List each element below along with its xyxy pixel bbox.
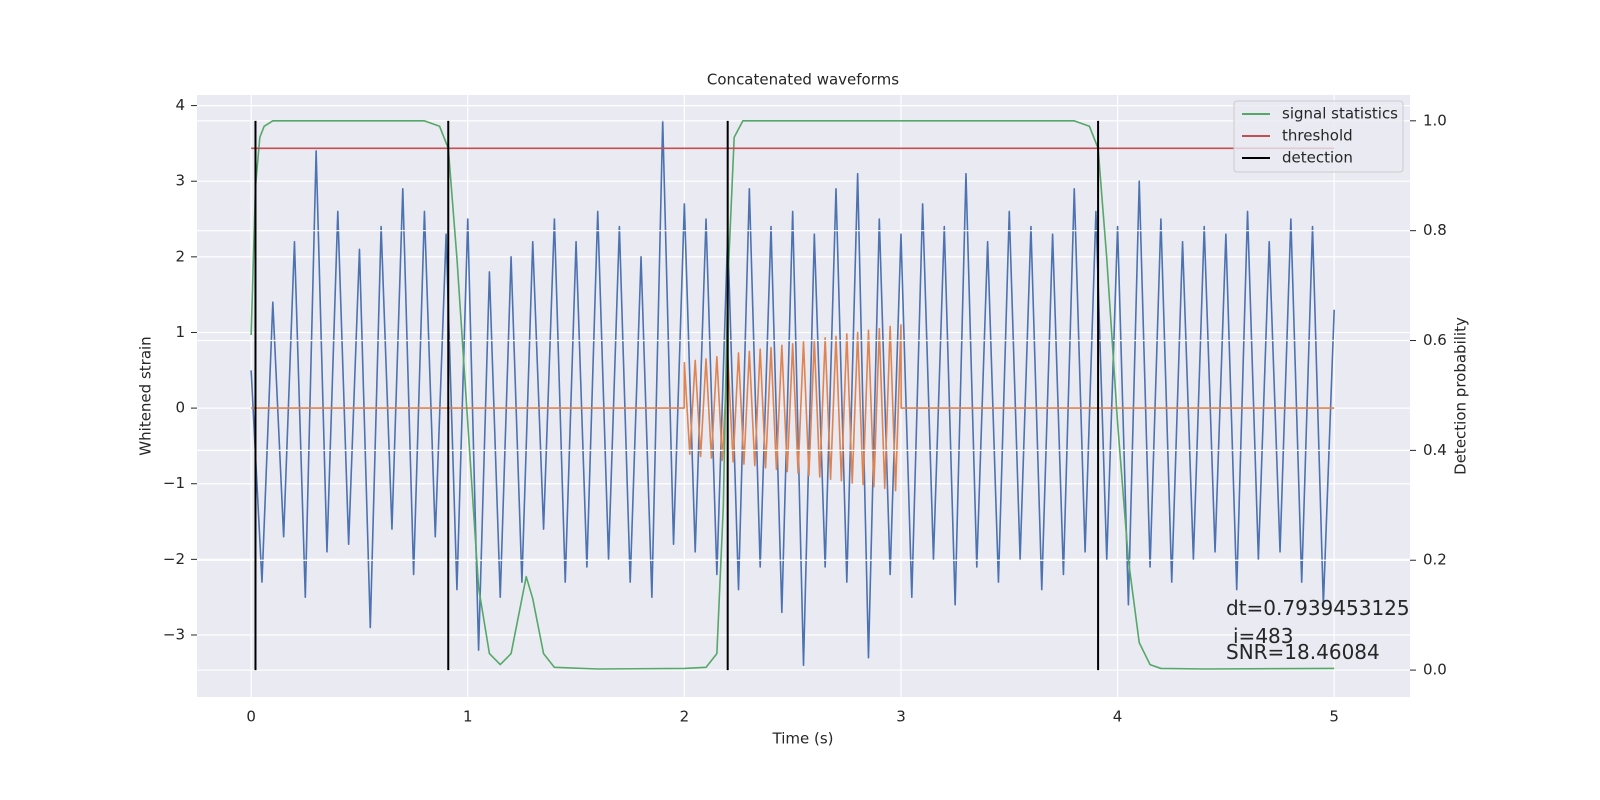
annotation: SNR=18.46084 [1226,640,1380,664]
y-tick-label: −3 [163,625,185,643]
y2-tick-label: 0.2 [1423,551,1447,569]
x-tick-label: 2 [680,708,690,726]
legend-box [1233,100,1404,173]
chart-title: Concatenated waveforms [707,71,899,89]
x-tick-label: 3 [896,708,906,726]
x-tick-label: 0 [246,708,256,726]
legend-label: threshold [1282,127,1353,145]
y2-tick-label: 0.4 [1423,441,1447,459]
y2-tick-label: 1.0 [1423,111,1447,129]
x-tick-label: 4 [1113,708,1123,726]
series-line [250,120,1335,670]
y-tick-label: 4 [175,96,185,114]
x-tick-label: 5 [1329,708,1339,726]
plot-content [197,95,1410,697]
y-axis-label: Whitened strain [137,336,155,455]
annotation: dt=0.7939453125 [1226,596,1410,620]
y2-tick-label: 0.0 [1423,661,1447,679]
annotation: i=483 [1233,624,1294,648]
series-line [251,324,1335,492]
x-axis-label: Time (s) [772,730,834,748]
y-tick-label: −2 [163,550,185,568]
y2-tick-label: 0.8 [1423,221,1447,239]
y2-tick-label: 0.6 [1423,331,1447,349]
y-tick-label: 1 [175,323,185,341]
y-tick-label: 2 [175,247,185,265]
legend-label: detection [1282,149,1353,167]
x-tick-label: 1 [463,708,473,726]
y2-axis-label: Detection probability [1452,317,1470,475]
legend-label: signal statistics [1282,105,1398,123]
plot-area [197,95,1410,697]
y-tick-label: −1 [163,474,185,492]
y-tick-label: 3 [175,172,185,190]
legend: signal statistics threshold detection [1233,100,1404,173]
y-tick-label: 0 [175,399,185,417]
